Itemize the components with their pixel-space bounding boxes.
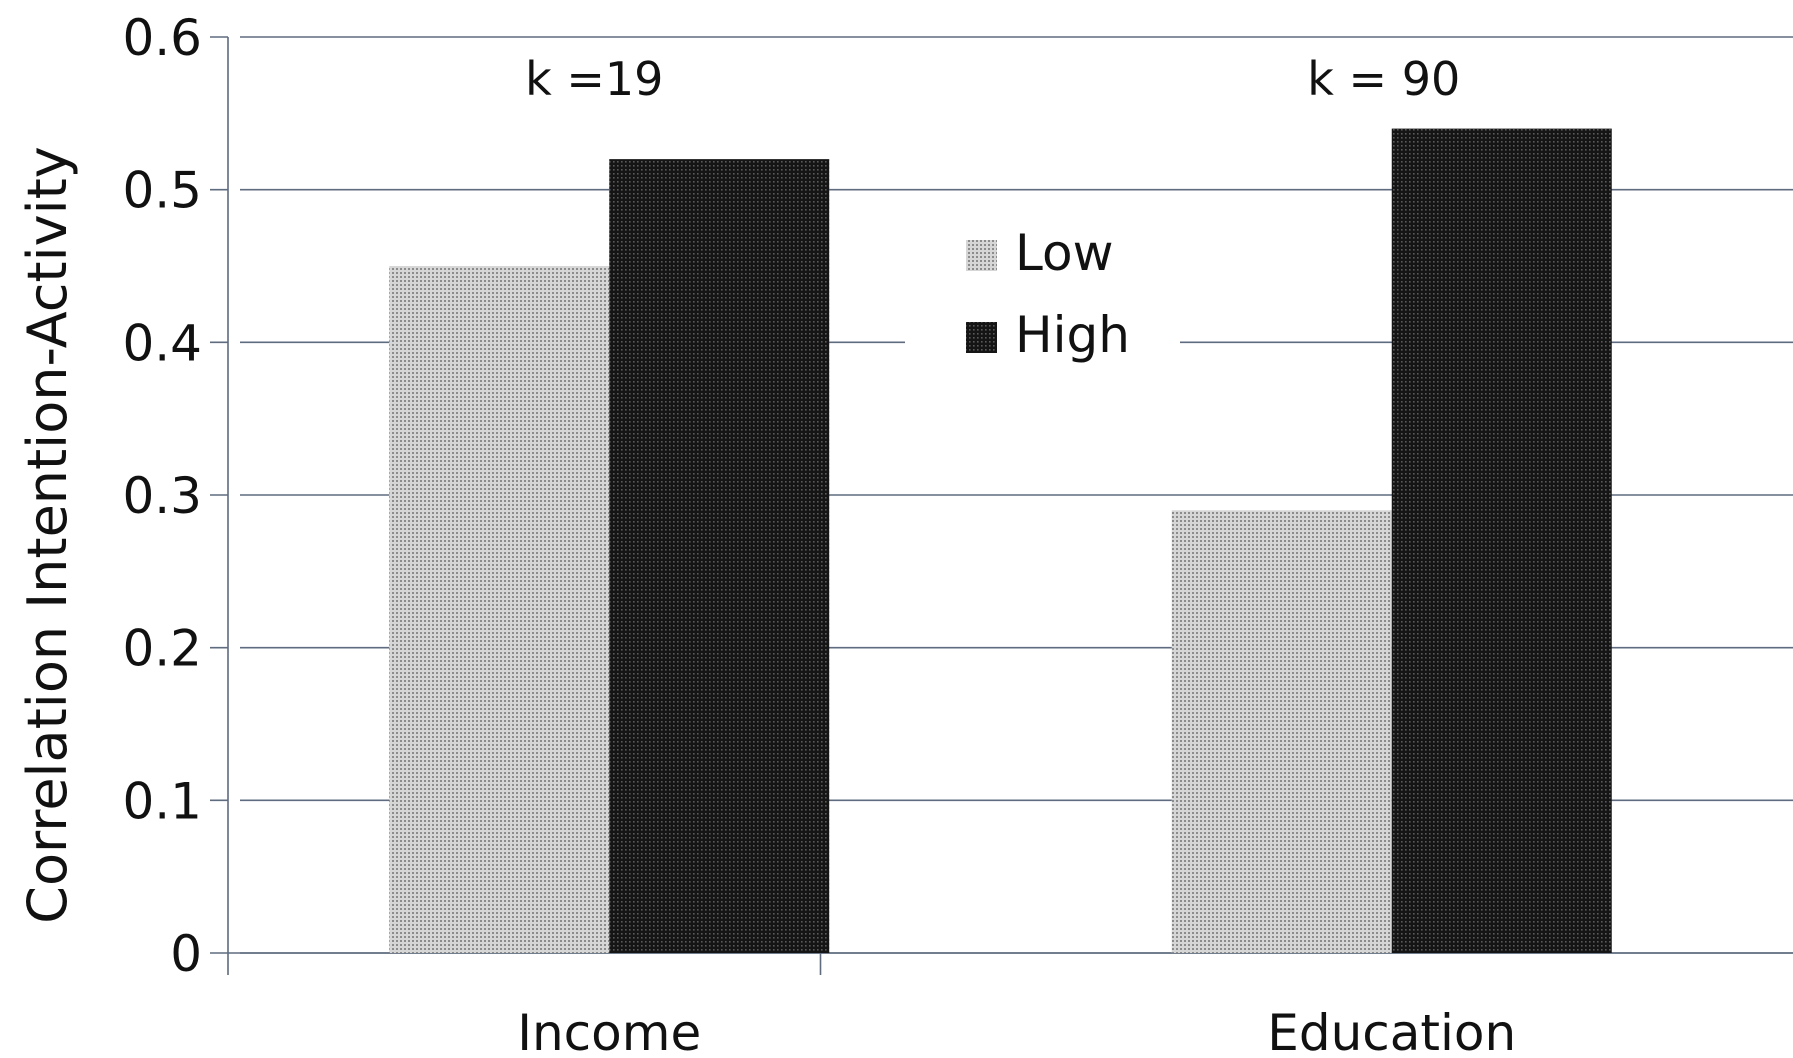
bars — [389, 128, 1612, 954]
y-tick-label: 0 — [170, 925, 202, 983]
y-tick-label: 0.3 — [122, 467, 202, 525]
legend-background — [905, 210, 1180, 380]
k-annotation: k =19 — [525, 52, 663, 106]
legend-swatch-high — [966, 322, 997, 353]
bar-high-education — [1391, 128, 1612, 954]
y-axis-title: Correlation Intention-Activity — [16, 146, 79, 923]
y-tick-label: 0.5 — [122, 162, 202, 220]
bar-low-education — [1171, 510, 1392, 953]
k-annotation: k = 90 — [1307, 52, 1460, 106]
legend-label: High — [1015, 306, 1130, 364]
y-tick-label: 0.1 — [122, 772, 202, 830]
labels: 0 0.1 0.2 0.3 0.4 0.5 0.6 Income k =19 Education k… — [16, 9, 1516, 1058]
y-tick-label: 0.2 — [122, 620, 202, 678]
y-tick-label: 0.6 — [122, 9, 202, 67]
legend-label: Low — [1015, 224, 1113, 282]
legend-swatch-low — [966, 240, 997, 271]
x-category-label: Education — [1267, 1004, 1516, 1058]
bar-low-income — [389, 266, 610, 953]
y-tick-label: 0.4 — [122, 314, 202, 372]
bar-high-income — [609, 159, 830, 954]
x-category-label: Income — [517, 1004, 701, 1058]
legend: Low High — [905, 210, 1180, 380]
